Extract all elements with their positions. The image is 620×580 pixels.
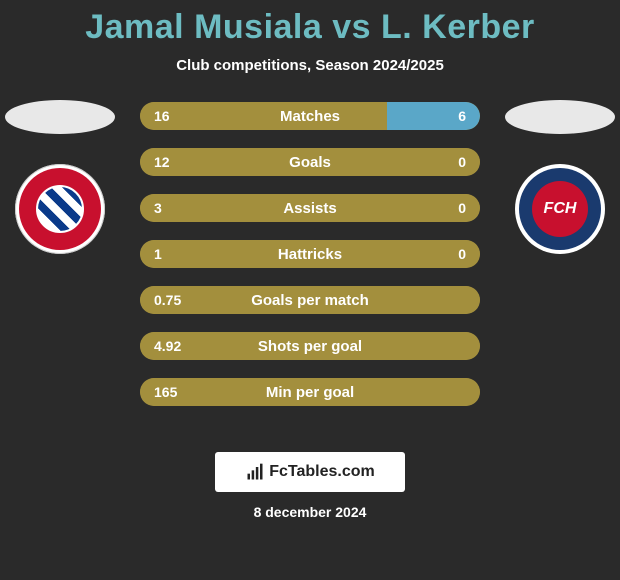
brand-text: FcTables.com <box>269 463 375 481</box>
heidenheim-badge: FCH <box>515 164 605 254</box>
left-player-column <box>0 94 120 254</box>
bayern-badge <box>15 164 105 254</box>
title-vs: vs <box>322 8 381 46</box>
stat-value-right: 0 <box>458 154 466 170</box>
stat-label: Shots per goal <box>140 338 480 355</box>
stat-bar: 165Min per goal <box>140 378 480 406</box>
stat-bars: 16Matches6 12Goals0 3Assists0 1Hattricks0 0.… <box>140 102 480 406</box>
stat-bar: 4.92Shots per goal <box>140 332 480 360</box>
stat-bar: 12Goals0 <box>140 148 480 176</box>
stat-value-right: 6 <box>458 108 466 124</box>
stat-label: Goals per match <box>140 292 480 309</box>
stat-label: Hattricks <box>140 246 480 263</box>
club-logo-left <box>15 164 105 254</box>
stat-bar: 1Hattricks0 <box>140 240 480 268</box>
stat-value-right: 0 <box>458 246 466 262</box>
right-player-column: FCH <box>500 94 620 254</box>
subtitle: Club competitions, Season 2024/2025 <box>0 57 620 74</box>
stat-bar: 0.75Goals per match <box>140 286 480 314</box>
stat-label: Matches <box>140 108 480 125</box>
heidenheim-badge-text: FCH <box>532 181 588 237</box>
stat-bar: 3Assists0 <box>140 194 480 222</box>
brand-chart-icon <box>245 462 265 482</box>
brand-box[interactable]: FcTables.com <box>215 452 405 492</box>
player-left-avatar <box>5 100 115 134</box>
comparison-content: FCH 16Matches6 12Goals0 3Assists0 1Hattrick… <box>0 94 620 434</box>
title-player-left: Jamal Musiala <box>85 8 322 46</box>
comparison-title: Jamal Musiala vs L. Kerber <box>0 0 620 47</box>
stat-label: Assists <box>140 200 480 217</box>
stat-bar: 16Matches6 <box>140 102 480 130</box>
stat-label: Goals <box>140 154 480 171</box>
stat-label: Min per goal <box>140 384 480 401</box>
player-right-avatar <box>505 100 615 134</box>
club-logo-right: FCH <box>515 164 605 254</box>
stat-value-right: 0 <box>458 200 466 216</box>
date-label: 8 december 2024 <box>0 504 620 520</box>
title-player-right: L. Kerber <box>381 8 535 46</box>
